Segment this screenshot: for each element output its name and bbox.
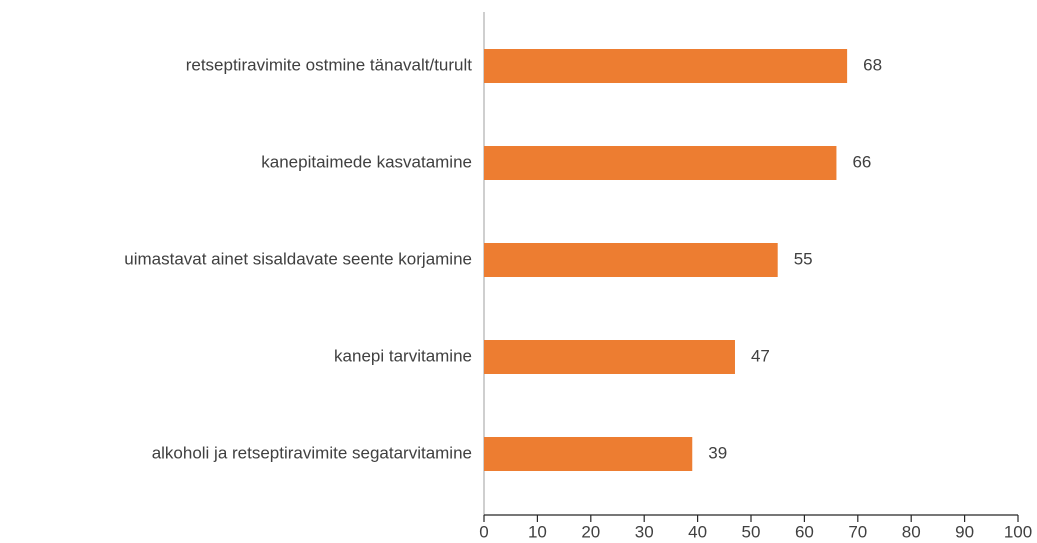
y-tick-label: kanepi tarvitamine [334, 346, 472, 365]
bar [484, 49, 848, 83]
x-tick-label: 50 [742, 522, 761, 541]
x-tick-label: 40 [688, 522, 707, 541]
x-tick-label: 10 [528, 522, 547, 541]
x-tick-label: 60 [795, 522, 814, 541]
data-label: 66 [852, 152, 871, 171]
x-tick-label: 30 [635, 522, 654, 541]
x-tick-label: 80 [902, 522, 921, 541]
x-tick-label: 0 [479, 522, 488, 541]
bar [484, 146, 837, 180]
y-tick-label: uimastavat ainet sisaldavate seente korj… [124, 249, 472, 268]
bar [484, 437, 693, 471]
y-tick-label: retseptiravimite ostmine tänavalt/turult [186, 55, 473, 74]
x-tick-label: 100 [1004, 522, 1032, 541]
data-label: 68 [863, 55, 882, 74]
y-tick-label: alkoholi ja retseptiravimite segatarvita… [152, 443, 472, 462]
data-label: 55 [794, 249, 813, 268]
x-tick-label: 90 [955, 522, 974, 541]
x-tick-label: 70 [848, 522, 867, 541]
bar [484, 340, 735, 374]
y-tick-label: kanepitaimede kasvatamine [261, 152, 472, 171]
data-label: 47 [751, 346, 770, 365]
x-tick-label: 20 [581, 522, 600, 541]
data-label: 39 [708, 443, 727, 462]
bar [484, 243, 778, 277]
